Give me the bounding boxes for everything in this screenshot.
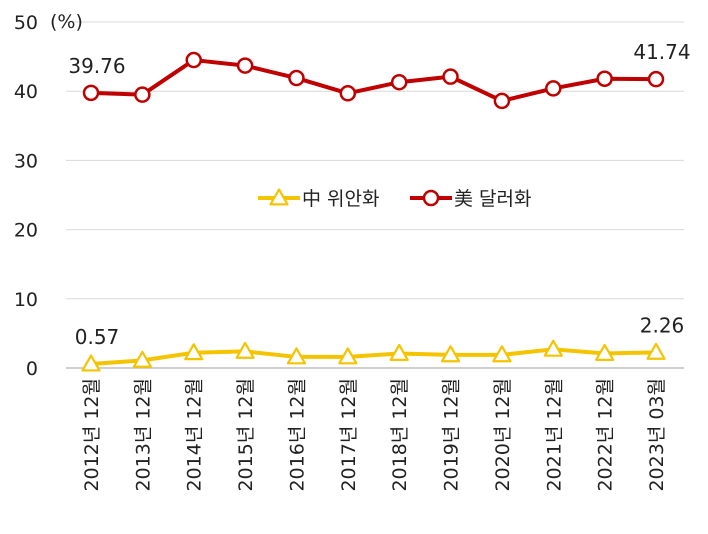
circle-marker	[647, 70, 665, 88]
x-tick-label: 2015년 12월	[235, 378, 257, 492]
circle-marker	[442, 68, 459, 85]
legend-circle-marker	[422, 189, 440, 207]
data-labels: 0.57 2.26 39.76 41.74	[68, 40, 690, 349]
series-line	[89, 58, 658, 103]
circle-marker	[339, 85, 357, 102]
y-tick-label: 50	[14, 12, 38, 34]
triangle-marker	[235, 341, 255, 359]
x-tick-label: 2019년 12월	[441, 378, 463, 492]
triangle-marker	[440, 345, 461, 363]
legend: 中 위안화 美 달러화	[258, 188, 531, 210]
triangle-marker	[286, 347, 307, 365]
x-tick-label: 2014년 12월	[184, 378, 206, 492]
y-tick-label: 0	[26, 358, 38, 380]
data-label: 2.26	[640, 313, 685, 337]
x-tick-label: 2012년 12월	[81, 378, 103, 492]
circle-marker	[288, 69, 305, 87]
data-label: 41.74	[633, 40, 690, 64]
triangle-marker	[389, 343, 409, 361]
circle-marker	[82, 84, 100, 102]
series-yuan	[81, 339, 666, 372]
y-tick-label: 40	[14, 81, 38, 103]
triangle-marker	[646, 342, 666, 360]
circle-marker	[236, 57, 254, 74]
y-axis-unit-label: (%)	[50, 11, 83, 33]
y-tick-label: 20	[14, 220, 38, 242]
triangle-marker	[81, 354, 101, 372]
y-axis: 0 10 20 30 40 50	[14, 12, 38, 380]
triangle-marker	[543, 339, 563, 357]
circle-marker	[545, 80, 562, 97]
grid-lines	[66, 21, 684, 300]
circle-marker	[493, 92, 511, 110]
series-lines	[81, 51, 666, 372]
triangle-marker	[184, 343, 204, 361]
data-label: 0.57	[75, 325, 120, 349]
triangle-marker	[132, 350, 152, 368]
series-dollar	[82, 51, 665, 110]
x-tick-label: 2020년 12월	[492, 378, 514, 492]
circle-marker	[596, 70, 613, 87]
series-line	[89, 347, 658, 367]
legend-label: 美 달러화	[454, 188, 531, 210]
x-tick-label: 2021년 12월	[543, 378, 565, 492]
data-label: 39.76	[68, 54, 125, 78]
legend-item-yuan: 中 위안화	[258, 188, 379, 210]
x-axis: 2012년 12월 2013년 12월 2014년 12월 2015년 12월 2016…	[66, 367, 684, 492]
x-tick-label: 2022년 12월	[595, 378, 617, 492]
x-tick-label: 2017년 12월	[338, 378, 360, 492]
y-tick-label: 10	[14, 289, 38, 311]
triangle-marker	[492, 345, 512, 363]
x-tick-label: 2023년 03월	[646, 378, 668, 492]
x-tick-label: 2013년 12월	[132, 378, 154, 492]
circle-marker	[390, 73, 408, 91]
circle-marker	[185, 51, 202, 69]
triangle-marker	[338, 347, 358, 365]
legend-item-dollar: 美 달러화	[410, 188, 531, 210]
legend-triangle-marker	[269, 188, 289, 206]
circle-marker	[134, 86, 151, 103]
x-tick-label: 2016년 12월	[286, 378, 308, 492]
y-tick-label: 30	[14, 150, 38, 172]
triangle-marker	[595, 343, 615, 361]
legend-label: 中 위안화	[302, 188, 379, 210]
x-tick-label: 2018년 12월	[389, 378, 411, 492]
